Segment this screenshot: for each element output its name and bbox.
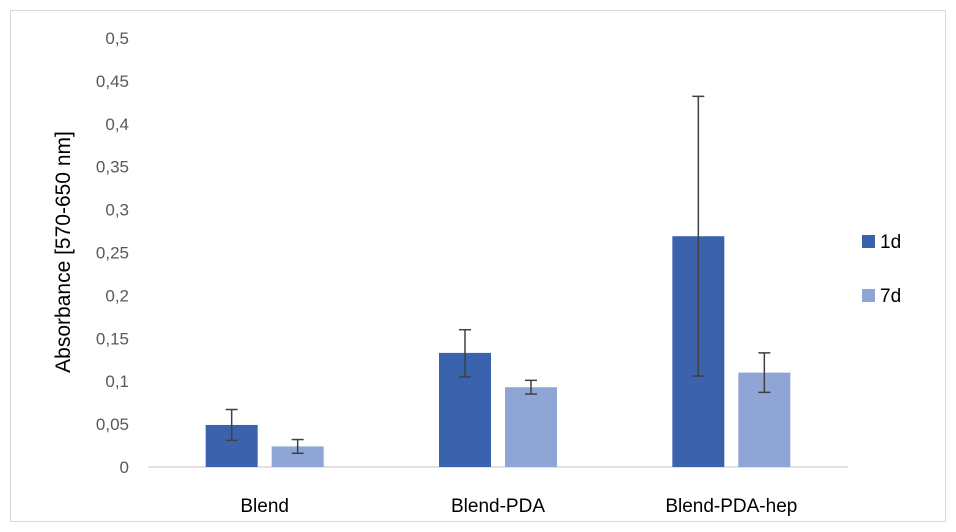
y-tick-label: 0,45 — [96, 72, 129, 91]
x-category-label: Blend-PDA-hep — [665, 496, 797, 517]
legend-swatch-1d — [862, 235, 875, 248]
y-tick-label: 0,4 — [105, 115, 129, 134]
bar-7d-Blend-PDA — [505, 387, 557, 467]
y-tick-label: 0,15 — [96, 329, 129, 348]
x-category-label: Blend-PDA — [451, 496, 545, 517]
bar-7d-Blend — [271, 446, 324, 467]
y-tick-label: 0,25 — [96, 244, 129, 263]
legend-swatch-7d — [862, 289, 875, 302]
y-tick-label: 0,3 — [105, 201, 129, 220]
y-tick-label: 0,5 — [105, 29, 129, 48]
y-axis-label: Absorbance [570-650 nm] — [52, 131, 75, 373]
y-tick-label: 0,1 — [105, 372, 129, 391]
legend-label: 7d — [880, 286, 901, 307]
legend-label: 1d — [880, 232, 901, 253]
y-tick-label: 0,2 — [105, 286, 129, 305]
x-category-label: Blend — [240, 496, 289, 517]
y-tick-label: 0 — [120, 458, 129, 477]
y-tick-label: 0,35 — [96, 158, 129, 177]
y-tick-label: 0,05 — [96, 415, 129, 434]
